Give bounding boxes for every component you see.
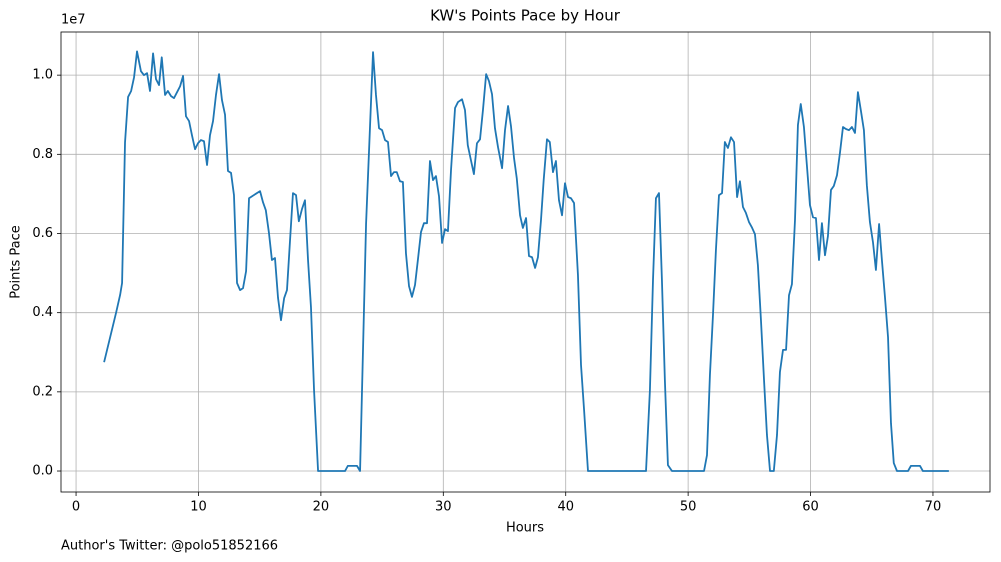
x-tick-label: 70 xyxy=(925,500,942,515)
y-offset-label: 1e7 xyxy=(61,13,86,28)
x-tick-label: 10 xyxy=(190,500,207,515)
x-tick-label: 0 xyxy=(72,500,80,515)
x-tick-label: 30 xyxy=(435,500,452,515)
plot-frame xyxy=(60,31,991,493)
y-tick-label: 0.2 xyxy=(32,384,53,399)
data-line xyxy=(103,50,949,472)
x-tick-label: 50 xyxy=(680,500,697,515)
x-tick-label: 20 xyxy=(313,500,330,515)
y-tick-label: 1.0 xyxy=(32,68,53,83)
x-tick-label: 40 xyxy=(557,500,574,515)
x-tick-label: 60 xyxy=(802,500,819,515)
y-tick-label: 0.0 xyxy=(32,464,53,479)
chart-title: KW's Points Pace by Hour xyxy=(430,7,621,25)
footnote: Author's Twitter: @polo51852166 xyxy=(61,539,278,554)
x-axis-label: Hours xyxy=(506,521,544,536)
y-axis-label: Points Pace xyxy=(9,225,24,299)
y-tick-label: 0.4 xyxy=(32,305,53,320)
y-tick-label: 0.6 xyxy=(32,226,53,241)
y-tick-label: 0.8 xyxy=(32,147,53,162)
